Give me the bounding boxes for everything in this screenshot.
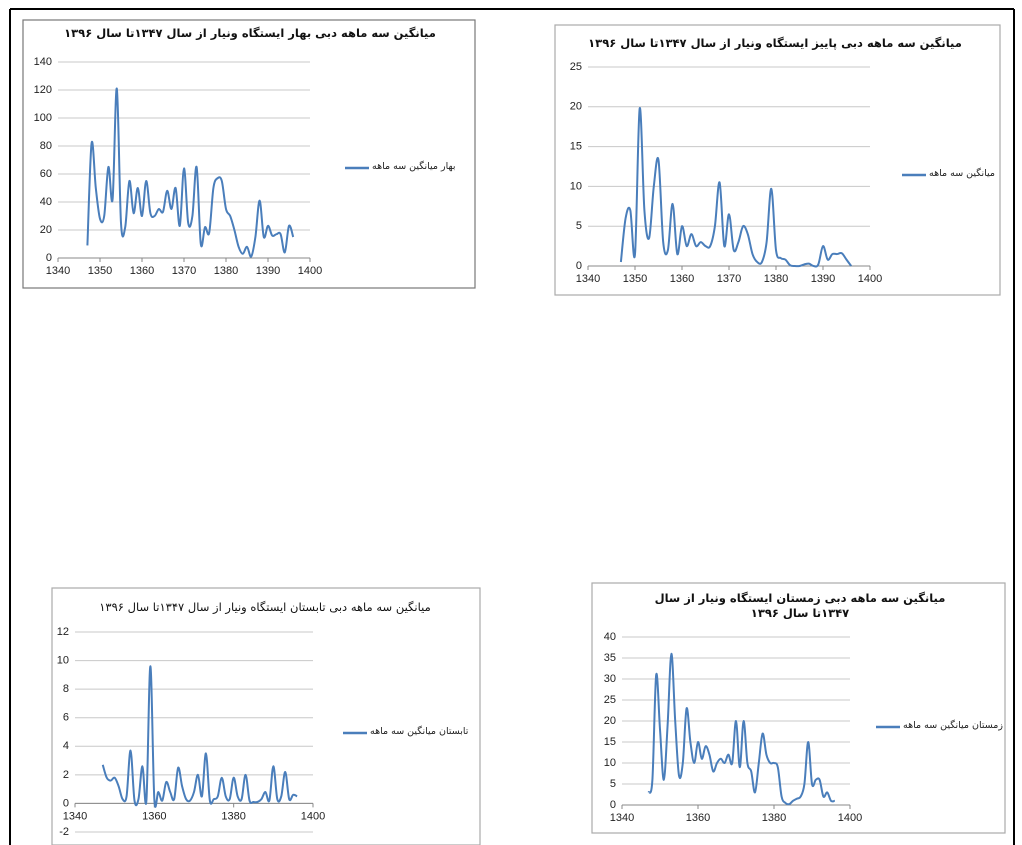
y-tick-label: 4 — [63, 740, 69, 752]
chart-title: میانگین سه ماهه دبی پاییز ایستگاه ونیار … — [588, 36, 962, 50]
y-tick-label: 80 — [40, 140, 52, 152]
y-tick-label: 2 — [63, 769, 69, 781]
series-line — [647, 652, 835, 806]
y-tick-label: 40 — [604, 631, 616, 643]
x-tick-label: 1400 — [298, 265, 322, 277]
y-tick-label: 100 — [34, 112, 52, 124]
x-tick-label: 1370 — [717, 273, 741, 285]
y-tick-label: 10 — [570, 180, 582, 192]
y-tick-label: 40 — [40, 196, 52, 208]
legend-label: میانگین سه ماهه — [929, 168, 996, 179]
y-tick-label: 140 — [34, 56, 52, 68]
y-tick-label: 60 — [40, 168, 52, 180]
chart-title: میانگین سه ماهه دبی تابستان ایستگاه ونیا… — [99, 600, 431, 614]
chart-title: میانگین سه ماهه دبی بهار ایستگاه ونیار ا… — [64, 26, 436, 40]
x-tick-label: 1400 — [301, 810, 325, 822]
y-tick-label: 35 — [604, 652, 616, 664]
y-tick-label: 0 — [63, 797, 69, 809]
x-tick-label: 1350 — [623, 273, 647, 285]
y-tick-label: 0 — [46, 252, 52, 264]
series-line — [101, 665, 298, 808]
chart-box — [22, 19, 476, 289]
y-tick-label: 25 — [570, 61, 582, 73]
x-tick-label: 1350 — [88, 265, 112, 277]
x-tick-label: 1360 — [686, 812, 710, 824]
chart-box — [51, 587, 481, 845]
y-tick-label: 20 — [40, 224, 52, 236]
chart-box — [591, 582, 1006, 834]
y-tick-label: -2 — [59, 826, 69, 838]
y-tick-label: 0 — [610, 799, 616, 811]
y-tick-label: 12 — [57, 626, 69, 638]
y-tick-label: 120 — [34, 84, 52, 96]
x-tick-label: 1380 — [764, 273, 788, 285]
y-tick-label: 10 — [57, 654, 69, 666]
x-tick-label: 1390 — [256, 265, 280, 277]
series-line — [619, 107, 853, 268]
x-tick-label: 1340 — [46, 265, 70, 277]
y-tick-label: 20 — [604, 715, 616, 727]
y-tick-label: 30 — [604, 673, 616, 685]
x-tick-label: 1340 — [63, 810, 87, 822]
x-tick-label: 1340 — [610, 812, 634, 824]
y-tick-label: 15 — [570, 141, 582, 153]
x-tick-label: 1400 — [858, 273, 882, 285]
x-tick-label: 1380 — [221, 810, 245, 822]
x-tick-label: 1380 — [762, 812, 786, 824]
y-tick-label: 6 — [63, 712, 69, 724]
x-tick-label: 1380 — [214, 265, 238, 277]
x-tick-label: 1340 — [576, 273, 600, 285]
legend-label: تابستان میانگین سه ماهه — [370, 726, 469, 737]
x-tick-label: 1400 — [838, 812, 862, 824]
legend-label: بهار میانگین سه ماهه — [372, 161, 456, 172]
y-tick-label: 5 — [610, 778, 616, 790]
y-tick-label: 8 — [63, 683, 69, 695]
x-tick-label: 1360 — [670, 273, 694, 285]
x-tick-label: 1360 — [130, 265, 154, 277]
y-tick-label: 0 — [576, 260, 582, 272]
x-tick-label: 1360 — [142, 810, 166, 822]
x-tick-label: 1390 — [811, 273, 835, 285]
y-tick-label: 20 — [570, 101, 582, 113]
chart-box — [554, 24, 1001, 296]
x-tick-label: 1370 — [172, 265, 196, 277]
legend-label: زمستان میانگین سه ماهه — [903, 720, 1003, 731]
y-tick-label: 25 — [604, 694, 616, 706]
chart-title: میانگین سه ماهه دبی زمستان ایستگاه ونیار… — [654, 591, 946, 620]
y-tick-label: 10 — [604, 757, 616, 769]
series-line — [86, 87, 295, 258]
y-tick-label: 15 — [604, 736, 616, 748]
y-tick-label: 5 — [576, 220, 582, 232]
